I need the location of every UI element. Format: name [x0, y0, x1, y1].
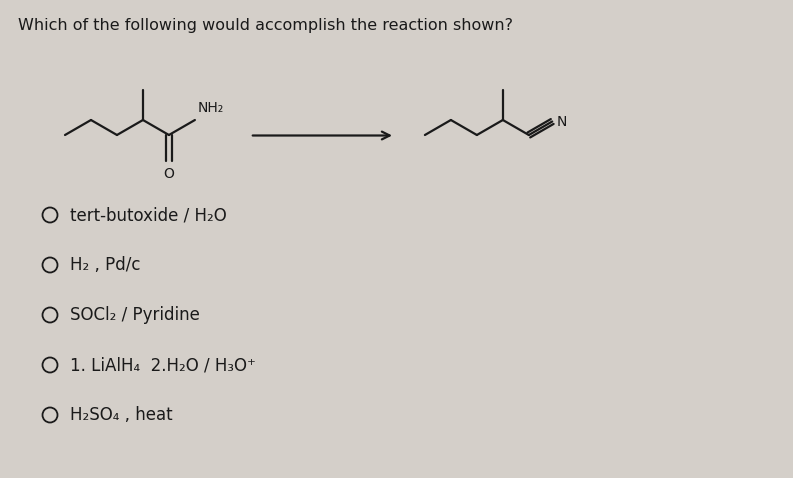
Text: 1. LiAlH₄  2.H₂O / H₃O⁺: 1. LiAlH₄ 2.H₂O / H₃O⁺: [70, 356, 256, 374]
Text: N: N: [556, 115, 566, 129]
Text: tert-butoxide / H₂O: tert-butoxide / H₂O: [70, 206, 227, 224]
Text: H₂ , Pd/c: H₂ , Pd/c: [70, 256, 140, 274]
Text: SOCl₂ / Pyridine: SOCl₂ / Pyridine: [70, 306, 200, 324]
Text: H₂SO₄ , heat: H₂SO₄ , heat: [70, 406, 173, 424]
Text: O: O: [163, 166, 174, 181]
Text: Which of the following would accomplish the reaction shown?: Which of the following would accomplish …: [18, 18, 513, 33]
Text: NH₂: NH₂: [198, 101, 224, 115]
